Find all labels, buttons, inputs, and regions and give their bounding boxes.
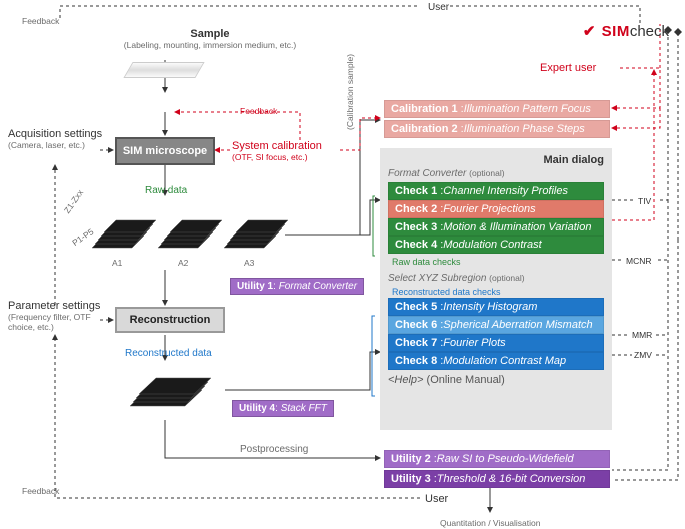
u2-desc: Raw SI to Pseudo-Widefield [437, 453, 574, 465]
check-5-bar: Check 5: Intensity Histogram [388, 298, 604, 316]
format-converter-label: Format Converter [388, 168, 466, 179]
cal2-label: Calibration 2 [391, 123, 458, 135]
reconstructed-stack [120, 362, 230, 422]
reconstructed-data-label: Reconstructed data [125, 348, 212, 359]
c6-desc: Spherical Aberration Mismatch [443, 319, 592, 331]
c4-label: Check 4 [395, 239, 437, 251]
check-8-bar: Check 8: Modulation Contrast Map [388, 352, 604, 370]
c4-desc: Modulation Contrast [443, 239, 541, 251]
u2-label: Utility 2 [391, 453, 431, 465]
check-3-bar: Check 3: Motion & Illumination Variation [388, 218, 604, 236]
utility-1-desc: Format Converter [279, 281, 357, 292]
sample-title: Sample [110, 28, 310, 40]
utility-2-bar: Utility 2: Raw SI to Pseudo-Widefield [384, 450, 610, 468]
dialog-title: Main dialog [388, 154, 604, 166]
tag-tiv: TIV [638, 196, 651, 206]
utility-4: Utility 4: Stack FFT [232, 400, 334, 417]
help-label: <Help> [388, 374, 427, 386]
calibration-sample-label: (Calibration sample) [345, 54, 355, 130]
check-7-bar: Check 7: Fourier Plots [388, 334, 604, 352]
logo-check-icon: ✔ [583, 23, 596, 40]
param-title: Parameter settings [8, 300, 108, 312]
postprocessing-label: Postprocessing [240, 444, 308, 455]
calibration-1-bar: Calibration 1: Illumination Pattern Focu… [384, 100, 610, 118]
c1-label: Check 1 [395, 185, 437, 197]
raw-section-label: Raw data checks [392, 257, 604, 267]
subregion-label: Select XYZ Subregion [388, 273, 486, 284]
u3-desc: Threshold & 16-bit Conversion [437, 473, 586, 485]
check-4-bar: Check 4: Modulation Contrast [388, 236, 604, 254]
cal1-label: Calibration 1 [391, 103, 458, 115]
logo-word: check [630, 23, 669, 40]
system-calibration: System calibration (OTF, SI focus, etc.) [232, 140, 352, 162]
tag-mcnr: MCNR [626, 256, 652, 266]
sample-sub: (Labeling, mounting, immersion medium, e… [110, 40, 310, 50]
parameter-settings: Parameter settings (Frequency filter, OT… [8, 300, 108, 332]
tag-zmv: ZMV [634, 350, 652, 360]
c3-label: Check 3 [395, 221, 437, 233]
sim-microscope-block: SIM microscope [115, 137, 215, 165]
help-tail: (Online Manual) [427, 374, 505, 386]
rec-section-label: Reconstructed data checks [392, 287, 604, 297]
utility-4-label: Utility 4 [239, 403, 275, 414]
c6-label: Check 6 [395, 319, 437, 331]
c7-desc: Fourier Plots [443, 337, 505, 349]
c1-desc: Channel Intensity Profiles [443, 185, 568, 197]
check-6-bar: Check 6: Spherical Aberration Mismatch [388, 316, 604, 334]
stack-a3: A3 [244, 258, 254, 268]
param-sub: (Frequency filter, OTF choice, etc.) [8, 312, 108, 332]
quant-vis-label: Quantitation / Visualisation [440, 518, 541, 528]
acq-title: Acquisition settings [8, 128, 103, 140]
bottom-user-label: User [425, 493, 448, 505]
help-line: <Help> (Online Manual) [388, 374, 604, 386]
subregion-opt: (optional) [489, 273, 524, 283]
check-2-bar: Check 2: Fourier Projections [388, 200, 604, 218]
c8-desc: Modulation Contrast Map [443, 355, 566, 367]
utility-3-bar: Utility 3: Threshold & 16-bit Conversion [384, 470, 610, 488]
reconstruction-block: Reconstruction [115, 307, 225, 333]
main-dialog: Main dialog Format Converter (optional) … [380, 148, 612, 430]
c8-label: Check 8 [395, 355, 437, 367]
utility-4-desc: Stack FFT [281, 403, 327, 414]
cal2-desc: Illumination Phase Steps [464, 123, 585, 135]
syscal-sub: (OTF, SI focus, etc.) [232, 152, 352, 162]
c5-label: Check 5 [395, 301, 437, 313]
c7-label: Check 7 [395, 337, 437, 349]
sample-slide-graphic [123, 62, 204, 78]
bottom-feedback-label: Feedback [22, 486, 59, 496]
calibration-2-bar: Calibration 2: Illumination Phase Steps [384, 120, 610, 138]
raw-data-label: Raw data [145, 185, 187, 196]
stack-a2: A2 [178, 258, 188, 268]
feedback-top-label: Feedback [22, 16, 59, 26]
u3-label: Utility 3 [391, 473, 431, 485]
format-converter-line: Format Converter (optional) [388, 168, 604, 179]
tag-mmr: MMR [632, 330, 652, 340]
acquisition-settings: Acquisition settings (Camera, laser, etc… [8, 128, 103, 150]
c5-desc: Intensity Histogram [443, 301, 537, 313]
stack-a1: A1 [112, 258, 122, 268]
svg-text:User: User [428, 2, 450, 13]
utility-1: Utility 1: Format Converter [230, 278, 364, 295]
format-converter-opt: (optional) [469, 168, 504, 178]
syscal-feedback: Feedback [240, 106, 277, 116]
expert-user-label: Expert user [540, 62, 596, 74]
c2-desc: Fourier Projections [443, 203, 535, 215]
select-subregion-line: Select XYZ Subregion (optional) [388, 273, 604, 284]
logo: ✔ SIMcheck [583, 22, 669, 40]
syscal-title: System calibration [232, 140, 352, 152]
sample-block: Sample (Labeling, mounting, immersion me… [110, 28, 310, 50]
c2-label: Check 2 [395, 203, 437, 215]
check-1-bar: Check 1: Channel Intensity Profiles [388, 182, 604, 200]
logo-brand: SIM [602, 23, 630, 40]
c3-desc: Motion & Illumination Variation [443, 221, 591, 233]
cal1-desc: Illumination Pattern Focus [464, 103, 591, 115]
acq-sub: (Camera, laser, etc.) [8, 140, 103, 150]
utility-1-label: Utility 1 [237, 281, 273, 292]
